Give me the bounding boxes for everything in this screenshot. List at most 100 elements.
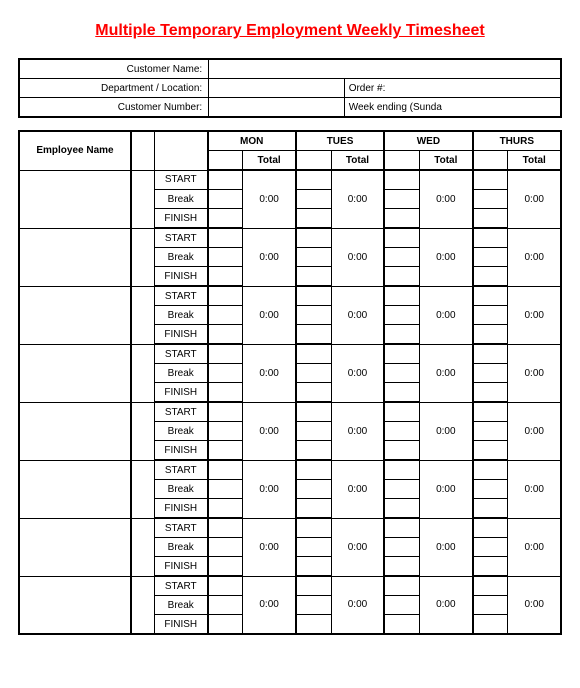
time-input-cell[interactable]: [208, 615, 243, 635]
time-input-cell[interactable]: [296, 422, 331, 441]
time-input-cell[interactable]: [473, 267, 508, 287]
time-input-cell[interactable]: [208, 441, 243, 461]
time-input-cell[interactable]: [473, 480, 508, 499]
time-input-cell[interactable]: [296, 518, 331, 538]
time-input-cell[interactable]: [208, 460, 243, 480]
time-input-cell[interactable]: [384, 170, 419, 190]
time-input-cell[interactable]: [473, 422, 508, 441]
time-input-cell[interactable]: [384, 422, 419, 441]
time-input-cell[interactable]: [473, 402, 508, 422]
time-input-cell[interactable]: [473, 615, 508, 635]
time-input-cell[interactable]: [296, 596, 331, 615]
employee-name-cell[interactable]: [19, 576, 131, 634]
time-input-cell[interactable]: [384, 596, 419, 615]
time-input-cell[interactable]: [384, 538, 419, 557]
employee-name-cell[interactable]: [19, 344, 131, 402]
time-input-cell[interactable]: [296, 306, 331, 325]
time-input-cell[interactable]: [473, 518, 508, 538]
time-input-cell[interactable]: [384, 228, 419, 248]
time-input-cell[interactable]: [384, 364, 419, 383]
time-input-cell[interactable]: [208, 383, 243, 403]
time-input-cell[interactable]: [384, 441, 419, 461]
time-input-cell[interactable]: [296, 344, 331, 364]
time-input-cell[interactable]: [208, 576, 243, 596]
time-input-cell[interactable]: [208, 344, 243, 364]
time-input-cell[interactable]: [384, 402, 419, 422]
time-input-cell[interactable]: [296, 480, 331, 499]
time-input-cell[interactable]: [296, 286, 331, 306]
customer-number-value[interactable]: [209, 98, 345, 118]
time-input-cell[interactable]: [473, 306, 508, 325]
time-input-cell[interactable]: [473, 557, 508, 577]
time-input-cell[interactable]: [473, 576, 508, 596]
time-input-cell[interactable]: [208, 518, 243, 538]
time-input-cell[interactable]: [208, 190, 243, 209]
time-input-cell[interactable]: [473, 383, 508, 403]
time-input-cell[interactable]: [208, 480, 243, 499]
time-input-cell[interactable]: [473, 325, 508, 345]
time-input-cell[interactable]: [384, 460, 419, 480]
time-input-cell[interactable]: [296, 383, 331, 403]
time-input-cell[interactable]: [296, 190, 331, 209]
time-input-cell[interactable]: [296, 460, 331, 480]
time-input-cell[interactable]: [208, 364, 243, 383]
employee-name-cell[interactable]: [19, 286, 131, 344]
time-input-cell[interactable]: [384, 190, 419, 209]
time-input-cell[interactable]: [296, 538, 331, 557]
time-input-cell[interactable]: [296, 267, 331, 287]
time-input-cell[interactable]: [208, 267, 243, 287]
time-input-cell[interactable]: [384, 480, 419, 499]
time-input-cell[interactable]: [208, 209, 243, 229]
time-input-cell[interactable]: [208, 499, 243, 519]
time-input-cell[interactable]: [384, 248, 419, 267]
time-input-cell[interactable]: [473, 538, 508, 557]
employee-name-cell[interactable]: [19, 460, 131, 518]
time-input-cell[interactable]: [384, 286, 419, 306]
time-input-cell[interactable]: [473, 460, 508, 480]
time-input-cell[interactable]: [296, 441, 331, 461]
time-input-cell[interactable]: [296, 576, 331, 596]
employee-name-cell[interactable]: [19, 228, 131, 286]
time-input-cell[interactable]: [208, 538, 243, 557]
time-input-cell[interactable]: [384, 615, 419, 635]
time-input-cell[interactable]: [473, 364, 508, 383]
employee-name-cell[interactable]: [19, 170, 131, 228]
time-input-cell[interactable]: [208, 325, 243, 345]
time-input-cell[interactable]: [384, 499, 419, 519]
time-input-cell[interactable]: [384, 557, 419, 577]
time-input-cell[interactable]: [296, 228, 331, 248]
time-input-cell[interactable]: [473, 170, 508, 190]
time-input-cell[interactable]: [473, 344, 508, 364]
employee-name-cell[interactable]: [19, 518, 131, 576]
department-value[interactable]: [209, 79, 345, 98]
time-input-cell[interactable]: [384, 383, 419, 403]
time-input-cell[interactable]: [473, 248, 508, 267]
time-input-cell[interactable]: [296, 325, 331, 345]
time-input-cell[interactable]: [296, 499, 331, 519]
time-input-cell[interactable]: [296, 402, 331, 422]
time-input-cell[interactable]: [208, 228, 243, 248]
time-input-cell[interactable]: [208, 596, 243, 615]
employee-name-cell[interactable]: [19, 402, 131, 460]
time-input-cell[interactable]: [208, 248, 243, 267]
time-input-cell[interactable]: [296, 248, 331, 267]
time-input-cell[interactable]: [208, 286, 243, 306]
time-input-cell[interactable]: [473, 499, 508, 519]
time-input-cell[interactable]: [473, 209, 508, 229]
time-input-cell[interactable]: [384, 518, 419, 538]
time-input-cell[interactable]: [296, 615, 331, 635]
time-input-cell[interactable]: [296, 209, 331, 229]
time-input-cell[interactable]: [384, 576, 419, 596]
time-input-cell[interactable]: [296, 364, 331, 383]
time-input-cell[interactable]: [473, 596, 508, 615]
time-input-cell[interactable]: [384, 209, 419, 229]
time-input-cell[interactable]: [473, 228, 508, 248]
time-input-cell[interactable]: [208, 422, 243, 441]
time-input-cell[interactable]: [296, 170, 331, 190]
customer-name-value[interactable]: [209, 59, 561, 79]
time-input-cell[interactable]: [208, 557, 243, 577]
time-input-cell[interactable]: [473, 190, 508, 209]
time-input-cell[interactable]: [208, 170, 243, 190]
time-input-cell[interactable]: [384, 344, 419, 364]
time-input-cell[interactable]: [473, 441, 508, 461]
